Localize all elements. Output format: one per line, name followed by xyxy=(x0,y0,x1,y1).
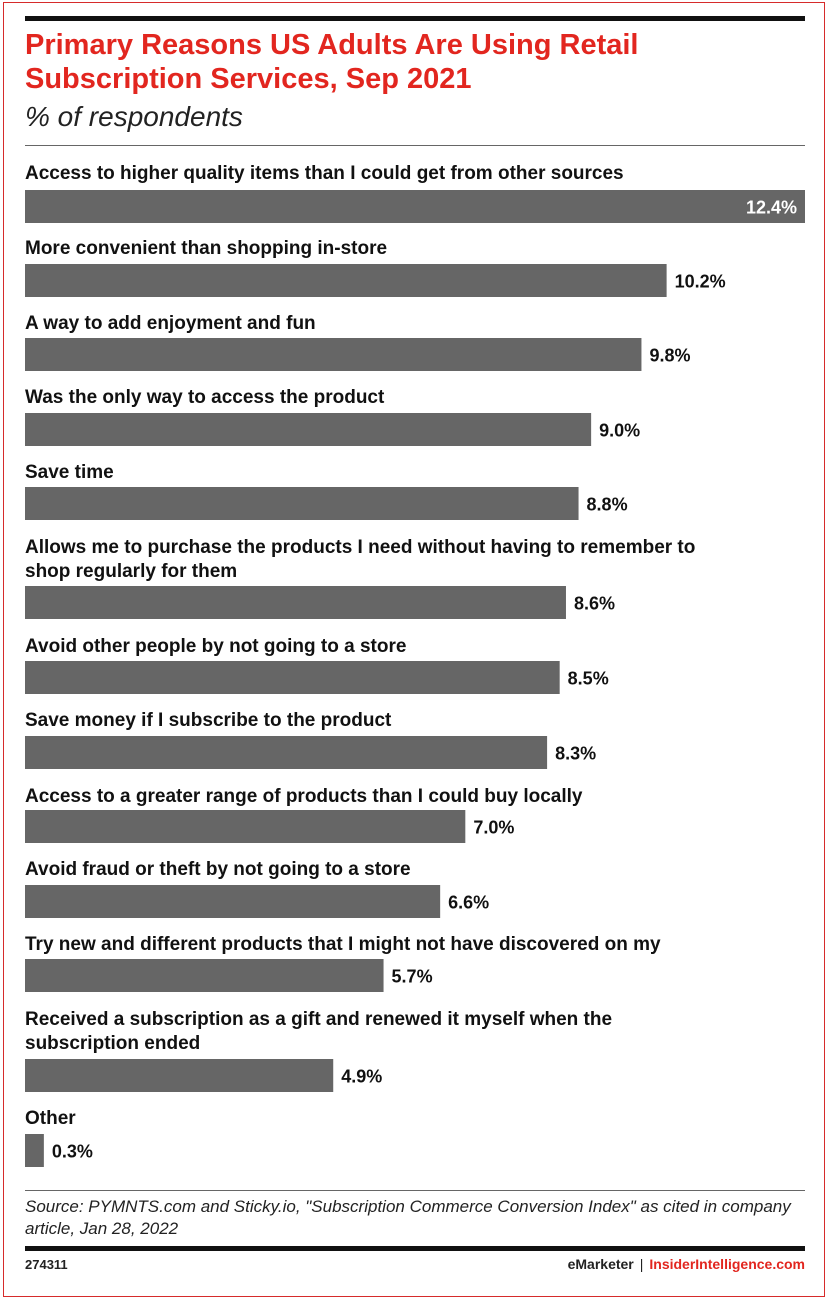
bar xyxy=(25,736,548,769)
top-rule xyxy=(25,16,805,21)
bar xyxy=(25,190,805,223)
brand-footer: eMarketer | InsiderIntelligence.com xyxy=(568,1256,805,1272)
category-label: Was the only way to access the product xyxy=(25,387,385,408)
value-label: 0.3% xyxy=(52,1142,93,1162)
bottom-rule xyxy=(25,1246,805,1251)
bar xyxy=(25,959,384,992)
category-label: More convenient than shopping in-store xyxy=(25,238,387,259)
value-label: 9.0% xyxy=(599,421,640,441)
category-label: Access to a greater range of products th… xyxy=(25,786,583,807)
brand-separator: | xyxy=(639,1256,644,1272)
source-note: Source: PYMNTS.com and Sticky.io, "Subsc… xyxy=(25,1197,791,1238)
insider-intelligence-link[interactable]: InsiderIntelligence.com xyxy=(649,1256,805,1272)
category-label: Received a subscription as a gift and re… xyxy=(25,1009,612,1054)
source-rule xyxy=(25,1190,805,1191)
bar xyxy=(25,810,466,843)
emarketer-brand: eMarketer xyxy=(567,1256,634,1272)
value-label: 8.6% xyxy=(574,594,615,614)
bar xyxy=(25,586,566,619)
value-label: 12.4% xyxy=(746,198,797,218)
category-label: Other xyxy=(25,1108,76,1129)
category-label: Avoid fraud or theft by not going to a s… xyxy=(25,859,411,880)
value-label: 8.3% xyxy=(555,744,596,764)
bar xyxy=(25,1059,334,1092)
category-label: Avoid other people by not going to a sto… xyxy=(25,636,406,657)
bar xyxy=(25,1134,44,1167)
value-label: 9.8% xyxy=(649,346,690,366)
category-label: Allows me to purchase the products I nee… xyxy=(25,537,695,582)
category-label: Access to higher quality items than I co… xyxy=(25,163,624,184)
chart-title: Primary Reasons US Adults Are Using Reta… xyxy=(25,29,639,95)
bar xyxy=(25,661,560,694)
chart-frame xyxy=(3,2,825,1297)
bar xyxy=(25,338,642,371)
value-label: 8.8% xyxy=(587,495,628,515)
bar xyxy=(25,487,579,520)
chart-subtitle: % of respondents xyxy=(25,101,243,132)
value-label: 6.6% xyxy=(448,893,489,913)
value-label: 4.9% xyxy=(341,1067,382,1087)
subtitle-rule xyxy=(25,145,805,146)
bar xyxy=(25,264,667,297)
bar xyxy=(25,885,441,918)
category-label: Save money if I subscribe to the product xyxy=(25,710,392,731)
value-label: 7.0% xyxy=(473,818,514,838)
value-label: 8.5% xyxy=(568,669,609,689)
category-label: A way to add enjoyment and fun xyxy=(25,313,316,334)
value-label: 10.2% xyxy=(675,272,726,292)
chart-id: 274311 xyxy=(25,1257,68,1272)
value-label: 5.7% xyxy=(392,967,433,987)
category-label: Save time xyxy=(25,462,114,483)
bar xyxy=(25,413,592,446)
